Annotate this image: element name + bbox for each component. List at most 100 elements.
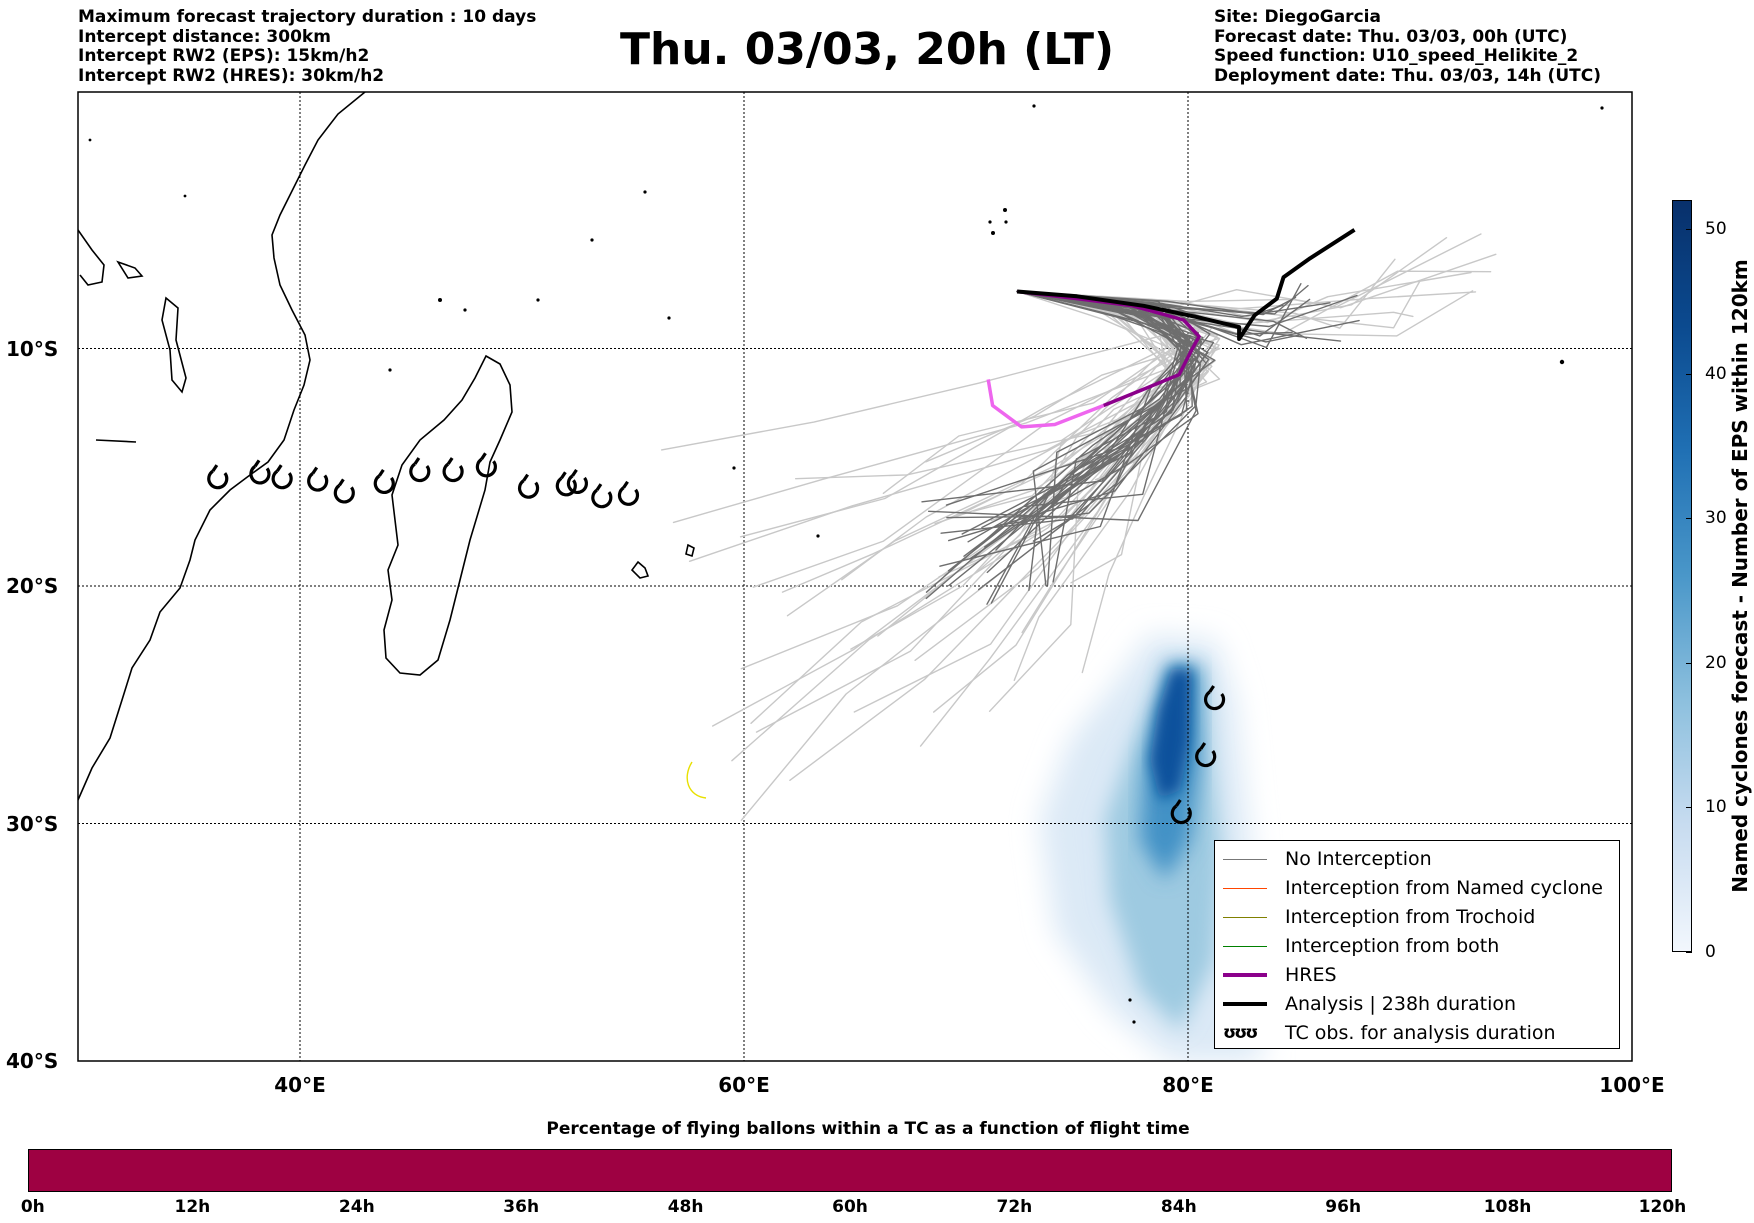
ensemble-trajectory	[1016, 290, 1342, 342]
colorbar-tick-mark	[1686, 373, 1692, 375]
flight-time-tick-label: 60h	[832, 1197, 868, 1217]
legend-swatch	[1223, 858, 1267, 860]
legend-swatch	[1223, 916, 1267, 918]
colorbar-tick-label: 50	[1705, 218, 1727, 239]
legend-label: Interception from Named cyclone	[1285, 877, 1603, 899]
header-line: Intercept RW2 (EPS): 15km/h2	[78, 46, 370, 66]
horizontal-colorbar	[28, 1149, 1672, 1192]
ensemble-trajectory	[739, 290, 1169, 538]
africa-east-cape	[78, 229, 105, 286]
flight-time-tick-label: 24h	[338, 1197, 375, 1217]
vertical-colorbar-label: Named cyclones forecast - Number of EPS …	[1728, 259, 1752, 893]
map-legend: No Interception Interception from Named …	[1214, 840, 1620, 1049]
colorbar-tick-label: 30	[1705, 508, 1727, 529]
legend-item-hres: HRES	[1223, 961, 1337, 989]
flight-time-tick-label: 84h	[1160, 1197, 1197, 1217]
legend-swatch	[1223, 887, 1267, 889]
ensemble-trajectory	[939, 290, 1191, 567]
coastlines	[78, 92, 695, 801]
legend-label: HRES	[1285, 964, 1337, 986]
page-title: Thu. 03/03, 20h (LT)	[620, 24, 1115, 75]
colorbar-tick-mark	[1686, 807, 1692, 809]
map-frame	[77, 91, 1633, 1062]
flight-time-tick-label: 72h	[996, 1197, 1033, 1217]
cyclone-density-field	[1040, 635, 1262, 1061]
latitude-tick-label: 20°S	[6, 574, 59, 598]
flight-time-tick-label: 0h	[20, 1197, 45, 1217]
ensemble-trajectory	[1016, 290, 1284, 315]
tc-observation-icon	[566, 468, 588, 494]
header-right-info: Site: DiegoGarcia Forecast date: Thu. 03…	[1214, 7, 1601, 86]
vertical-colorbar	[1672, 200, 1692, 952]
header-left-info: Maximum forecast trajectory duration : 1…	[78, 7, 537, 86]
longitude-tick-label: 100°E	[1599, 1073, 1665, 1097]
legend-label: Analysis | 238h duration	[1285, 993, 1517, 1015]
horizontal-colorbar-title: Percentage of flying ballons within a TC…	[546, 1119, 1190, 1139]
latitude-tick-label: 30°S	[6, 811, 59, 836]
colorbar-tick-label: 10	[1705, 797, 1727, 818]
tc-observation-icon	[517, 473, 540, 499]
trochoid-arc	[686, 761, 707, 799]
flight-time-tick-label: 12h	[174, 1197, 211, 1217]
legend-label: TC obs. for analysis duration	[1285, 1022, 1556, 1044]
lake	[161, 296, 187, 394]
legend-swatch	[1223, 945, 1267, 947]
header-line: Deployment date: Thu. 03/03, 14h (UTC)	[1214, 65, 1601, 86]
tc-observation-icon	[1195, 742, 1217, 768]
ensemble-trajectory	[961, 290, 1215, 535]
tc-observation-icon	[1170, 799, 1192, 825]
tc-observation-icon	[249, 459, 271, 485]
latitude-tick-label: 10°S	[6, 336, 59, 361]
legend-item-tc-obs: ʊʊʊ TC obs. for analysis duration	[1223, 1019, 1556, 1047]
tc-observation-icon	[442, 457, 464, 483]
flight-time-tick-label: 120h	[1638, 1197, 1687, 1217]
legend-item-both: Interception from both	[1223, 932, 1499, 960]
tc-observation-icon	[591, 483, 613, 509]
colorbar-tick-label: 40	[1705, 363, 1727, 384]
longitude-tick-label: 60°E	[718, 1073, 770, 1097]
tc-observation-icon	[475, 452, 497, 478]
tc-observation-icon	[207, 464, 229, 490]
ensemble-trajectories	[660, 233, 1497, 821]
tc-observation-icon	[373, 468, 395, 494]
legend-swatch	[1223, 973, 1267, 977]
longitude-tick-label: 80°E	[1162, 1073, 1214, 1097]
analysis-trajectory	[1016, 228, 1356, 341]
tc-observation-icon	[271, 464, 293, 490]
header-line: Maximum forecast trajectory duration : 1…	[78, 7, 537, 27]
tc-observations	[207, 452, 1226, 825]
colorbar-tick-mark	[1686, 662, 1692, 664]
colorbar-tick-mark	[1686, 518, 1692, 520]
legend-item-analysis: Analysis | 238h duration	[1223, 990, 1516, 1018]
legend-swatch	[1223, 1002, 1267, 1006]
legend-item-no-interception: No Interception	[1223, 845, 1432, 873]
header-line: Site: DiegoGarcia	[1214, 7, 1381, 27]
colorbar-tick-mark	[1686, 952, 1692, 953]
hres-trajectory	[1016, 289, 1201, 408]
flight-time-tick-label: 36h	[503, 1197, 540, 1217]
tc-observation-icon	[555, 471, 577, 497]
latitude-tick-label: 40°S	[6, 1049, 59, 1073]
header-line: Intercept RW2 (HRES): 30km/h2	[78, 65, 385, 86]
legend-item-named-cyclone: Interception from Named cyclone	[1223, 874, 1603, 902]
longitude-tick-label: 40°E	[274, 1073, 326, 1097]
colorbar-tick-label: 0	[1705, 942, 1716, 962]
legend-label: No Interception	[1285, 848, 1432, 870]
small-islands	[88, 104, 1604, 1024]
tc-observation-icon	[409, 457, 431, 483]
header-line: Intercept distance: 300km	[78, 26, 331, 47]
legend-label: Interception from both	[1285, 935, 1500, 957]
tc-observation-icon	[617, 480, 639, 506]
legend-item-trochoid: Interception from Trochoid	[1223, 903, 1535, 931]
tc-obs-icon: ʊʊʊ	[1223, 1023, 1258, 1043]
flight-time-tick-label: 48h	[667, 1197, 704, 1217]
header-line: Speed function: U10_speed_Helikite_2	[1214, 46, 1579, 66]
header-line: Forecast date: Thu. 03/03, 00h (UTC)	[1214, 26, 1568, 47]
gridlines	[78, 92, 1632, 1061]
colorbar-tick-label: 20	[1705, 652, 1727, 673]
flight-time-tick-label: 96h	[1325, 1197, 1362, 1217]
tc-observation-icon	[1203, 685, 1226, 711]
tc-observation-icon	[307, 466, 329, 492]
flight-time-tick-label: 108h	[1483, 1197, 1532, 1217]
